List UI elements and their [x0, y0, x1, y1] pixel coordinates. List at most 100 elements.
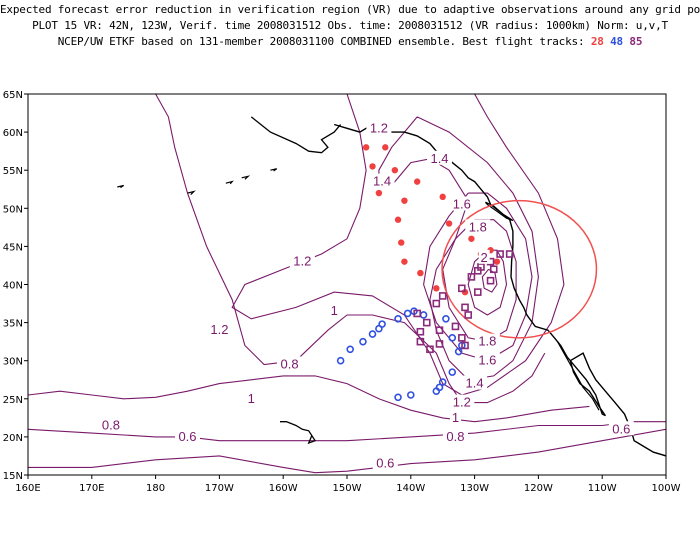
- axis-ticks: 160E 170E 180 170W 160W 150W 140W 130W 120W 110W 1…: [3, 90, 681, 494]
- contour-label: 0.6: [178, 429, 196, 444]
- contour-line: [28, 375, 590, 423]
- island: [117, 184, 125, 189]
- contour-label-bg: [474, 352, 500, 367]
- y-tick-label: 65N: [3, 90, 23, 101]
- track-28-point: [375, 189, 383, 197]
- track-28-point: [468, 235, 475, 242]
- track-85-point: [489, 265, 498, 274]
- contour-label-bg: [442, 428, 468, 443]
- plot-area: [28, 94, 666, 475]
- track-48-point: [432, 387, 441, 395]
- contour-line: [155, 94, 546, 404]
- contour-label: 1.4: [466, 376, 484, 391]
- track-48-point: [346, 345, 354, 354]
- track-label-28: 28: [590, 35, 604, 48]
- track-48-point: [378, 320, 386, 328]
- track-28-point: [401, 197, 408, 204]
- track-label-85: 85: [629, 35, 643, 48]
- y-tick-label: 50N: [3, 204, 23, 215]
- x-tick-label: 160W: [269, 483, 298, 494]
- track-85-point: [505, 250, 514, 258]
- y-tick-label: 55N: [3, 166, 23, 177]
- track-85-point: [496, 250, 504, 258]
- track-85-point: [467, 273, 476, 281]
- track-48-point: [359, 337, 367, 346]
- contour-label: 1.2: [370, 120, 388, 135]
- track-28-point: [394, 216, 402, 223]
- contour-label: 1.2: [210, 322, 228, 337]
- track-48-point: [438, 378, 447, 386]
- x-tick-label: 170E: [79, 483, 104, 494]
- track-85-point: [426, 345, 434, 354]
- track-85-point: [458, 334, 466, 342]
- contour-line: [467, 249, 508, 316]
- track-85-point: [458, 284, 466, 293]
- contour-label: 0.8: [446, 429, 464, 444]
- flight-tracks: [336, 144, 514, 402]
- contour-label: 1: [331, 303, 338, 318]
- track-85-point: [432, 299, 441, 308]
- contour-label: 1: [452, 410, 459, 425]
- contour-label: 1: [248, 391, 255, 406]
- contour-label: 1.2: [293, 254, 311, 269]
- contour-label-bg: [462, 375, 488, 390]
- x-tick-label: 120W: [524, 483, 553, 494]
- x-tick-label: 100W: [652, 483, 681, 494]
- alaska-coast: [250, 116, 342, 154]
- baja-coast: [556, 341, 600, 411]
- track-48-point: [406, 391, 415, 399]
- contour-line: [481, 268, 498, 293]
- island: [241, 175, 251, 180]
- contour-label-bg: [175, 428, 200, 443]
- island: [225, 180, 234, 185]
- title-line-2: PLOT 15 VR: 42N, 123W, Verif. time 20080…: [32, 19, 668, 32]
- contour-label: 1.6: [453, 196, 471, 211]
- contour-label-bg: [478, 249, 490, 264]
- track-28-point: [413, 178, 421, 185]
- track-85-point: [438, 292, 447, 300]
- contour-label-bg: [449, 394, 475, 409]
- track-85-point: [413, 309, 421, 318]
- track-85-point: [416, 337, 425, 346]
- track-28-point: [391, 167, 399, 174]
- contour-line: [423, 192, 533, 362]
- contour-line: [28, 428, 666, 474]
- x-tick-label: 180: [146, 483, 165, 494]
- contour-label-bg: [449, 196, 475, 211]
- track-label-48: 48: [610, 35, 623, 48]
- track-28-point: [401, 258, 408, 265]
- contour-label: 1.4: [373, 174, 391, 189]
- x-tick-label: 130W: [460, 483, 489, 494]
- y-tick-label: 15N: [3, 471, 23, 482]
- contour-label-bg: [465, 219, 491, 234]
- track-48-point: [368, 330, 377, 338]
- contour-label-bg: [206, 322, 232, 337]
- track-48-point: [403, 309, 412, 318]
- hawaii-islands: [280, 421, 317, 445]
- y-tick-label: 30N: [3, 357, 23, 368]
- contour-label-bg: [277, 356, 303, 371]
- y-tick-label: 20N: [3, 433, 23, 444]
- track-28-point: [398, 239, 405, 246]
- track-85-point: [473, 266, 482, 275]
- track-48-point: [448, 334, 457, 342]
- title-line-1: Expected forecast error reduction in ver…: [0, 3, 700, 16]
- verification-region-circle: [441, 199, 598, 339]
- contour-label: 1.8: [469, 219, 487, 234]
- track-85-point: [435, 326, 444, 335]
- contour-label-bg: [474, 333, 500, 348]
- track-48-point: [442, 314, 450, 323]
- track-85-point: [422, 318, 431, 327]
- contour-label: 2: [481, 250, 488, 265]
- track-28-point: [433, 285, 440, 292]
- contour-label: 1.6: [478, 353, 496, 368]
- x-tick-label: 150W: [333, 483, 362, 494]
- island: [187, 190, 196, 196]
- contour-label: 1.8: [478, 334, 496, 349]
- contour-label-bg: [449, 409, 461, 424]
- contour-label: 0.6: [376, 456, 394, 471]
- contour-line: [231, 94, 565, 396]
- track-28-point: [362, 144, 370, 151]
- x-tick-label: 140W: [396, 483, 425, 494]
